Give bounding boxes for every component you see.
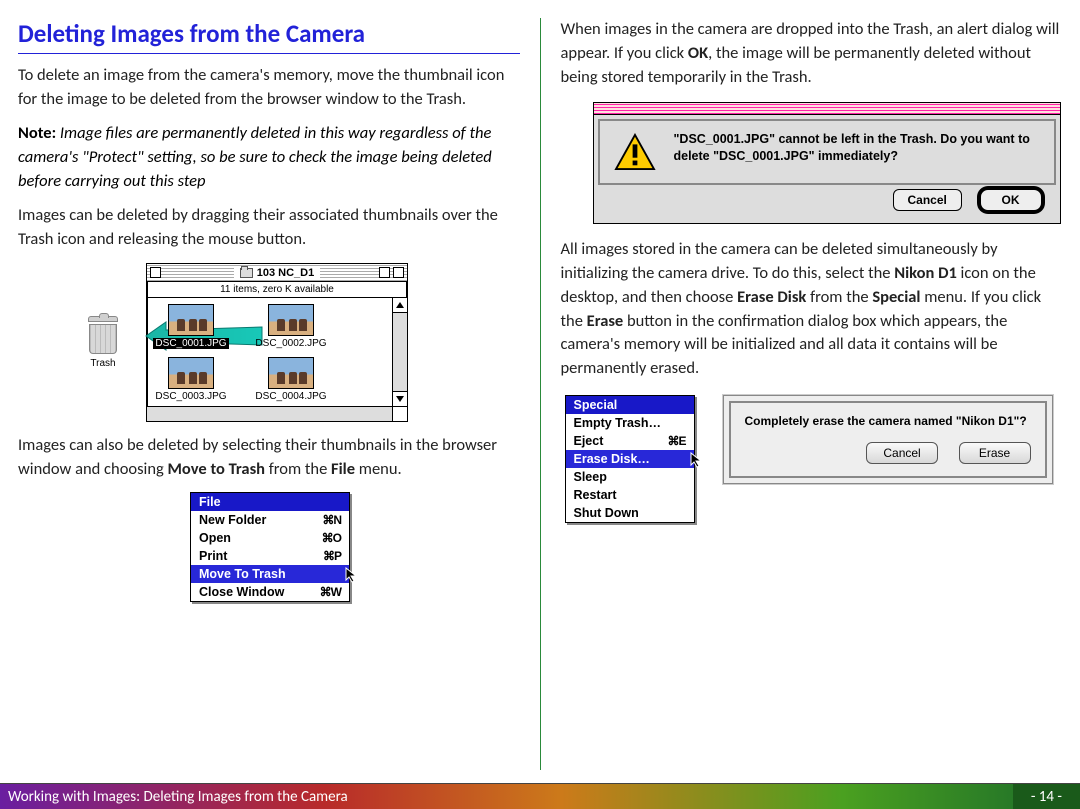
dialog-text: "DSC_0001.JPG" cannot be left in the Tra… [674, 131, 1040, 165]
cancel-button[interactable]: Cancel [893, 189, 962, 211]
right-column: When images in the camera are dropped in… [561, 18, 1063, 770]
drag-to-trash-figure: Trash 103 NC_D1 11 items, zero K availab… [78, 263, 520, 422]
trash-alert-dialog: "DSC_0001.JPG" cannot be left in the Tra… [593, 102, 1061, 224]
file-menu-title[interactable]: File [191, 493, 349, 511]
note-label: Note: [18, 123, 56, 143]
menu-item[interactable]: Erase Disk… [566, 450, 694, 468]
trash-icon[interactable]: Trash [78, 316, 128, 369]
dialog-titlebar[interactable] [594, 103, 1060, 115]
note-paragraph: Note: Image files are permanently delete… [18, 122, 520, 194]
file-menu[interactable]: File New Folder⌘NOpen⌘OPrint⌘PMove To Tr… [190, 492, 350, 602]
thumbnail-image [168, 304, 214, 336]
page-footer: Working with Images: Deleting Images fro… [0, 783, 1080, 809]
breadcrumb: Working with Images: Deleting Images fro… [0, 788, 1013, 806]
erase-dialog-text: Completely erase the camera named "Nikon… [745, 413, 1031, 430]
zoom-icon[interactable] [379, 267, 390, 278]
erase-button[interactable]: Erase [959, 442, 1031, 464]
erase-disk-dialog: Completely erase the camera named "Nikon… [723, 395, 1053, 484]
menu-item[interactable]: Close Window⌘W [191, 583, 349, 601]
vertical-scrollbar[interactable] [392, 298, 407, 406]
menu-item[interactable]: Open⌘O [191, 529, 349, 547]
right-para1: When images in the camera are dropped in… [561, 18, 1063, 90]
menu-item[interactable]: Restart [566, 486, 694, 504]
thumbnail-caption: DSC_0001.JPG [153, 338, 228, 349]
thumbnail[interactable]: DSC_0004.JPG [251, 357, 331, 402]
cursor-icon [690, 452, 704, 471]
folder-icon [240, 268, 253, 278]
collapse-icon[interactable] [393, 267, 404, 278]
thumbnail-image [268, 304, 314, 336]
note-body: Image files are permanently deleted in t… [18, 123, 492, 191]
thumbnail-image [268, 357, 314, 389]
menu-item[interactable]: Print⌘P [191, 547, 349, 565]
menu-item[interactable]: Move To Trash [191, 565, 349, 583]
menu-item[interactable]: Eject⌘E [566, 432, 694, 450]
menu-item[interactable]: Sleep [566, 468, 694, 486]
finder-content: DSC_0001.JPG DSC_0002.JPG DSC_0003.JPG DSC_… [147, 298, 392, 406]
thumbnail-caption: DSC_0004.JPG [255, 391, 326, 402]
menu-item[interactable]: New Folder⌘N [191, 511, 349, 529]
trash-label: Trash [78, 358, 128, 369]
menu-item[interactable]: Empty Trash… [566, 414, 694, 432]
ok-button[interactable]: OK [980, 189, 1042, 211]
special-menu[interactable]: Special Empty Trash…Eject⌘EErase Disk…Sl… [565, 395, 695, 523]
warning-icon [614, 133, 656, 171]
menu-item[interactable]: Shut Down [566, 504, 694, 522]
finder-info: 11 items, zero K available [147, 282, 407, 298]
close-icon[interactable] [150, 267, 161, 278]
right-para2: All images stored in the camera can be d… [561, 238, 1063, 382]
special-menu-title[interactable]: Special [566, 396, 694, 414]
finder-titlebar[interactable]: 103 NC_D1 [147, 264, 407, 282]
column-divider [540, 18, 541, 770]
scroll-down-icon[interactable] [393, 391, 407, 406]
thumbnail[interactable]: DSC_0001.JPG [151, 304, 231, 349]
thumbnail[interactable]: DSC_0002.JPG [251, 304, 331, 349]
page-number: - 14 - [1013, 784, 1080, 809]
cursor-icon [345, 567, 359, 586]
section-title: Deleting Images from the Camera [18, 18, 520, 54]
left-para2: Images can be deleted by dragging their … [18, 204, 520, 252]
scroll-up-icon[interactable] [393, 298, 407, 313]
thumbnail-image [168, 357, 214, 389]
resize-grip-icon[interactable] [392, 407, 407, 421]
finder-title-text: 103 NC_D1 [257, 267, 314, 279]
left-para3: Images can also be deleted by selecting … [18, 434, 520, 482]
thumbnail[interactable]: DSC_0003.JPG [151, 357, 231, 402]
thumbnail-caption: DSC_0002.JPG [255, 338, 326, 349]
finder-footer [147, 406, 407, 421]
left-column: Deleting Images from the Camera To delet… [18, 18, 520, 770]
finder-window: 103 NC_D1 11 items, zero K available DSC… [146, 263, 408, 422]
thumbnail-caption: DSC_0003.JPG [155, 391, 226, 402]
cancel-button[interactable]: Cancel [866, 442, 938, 464]
left-para1: To delete an image from the camera's mem… [18, 64, 520, 112]
